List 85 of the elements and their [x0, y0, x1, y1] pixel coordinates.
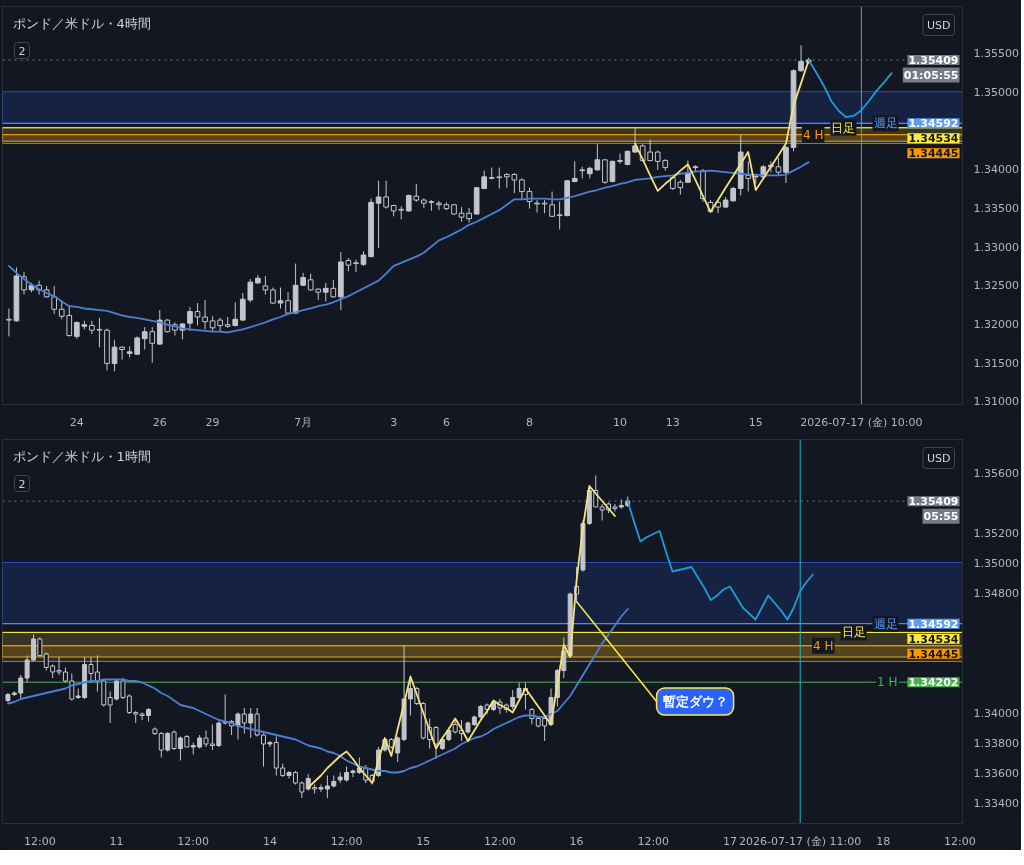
- annotation: 暫定ダウ？: [662, 694, 728, 709]
- y-tick-label: 1.32500: [973, 279, 1019, 293]
- x-tick-label: 15: [748, 415, 763, 429]
- x-tick-label: 11: [109, 834, 124, 848]
- x-tick-label: 26: [152, 415, 167, 429]
- annotation: USD: [927, 18, 951, 32]
- y-tick-label: 1.31000: [973, 395, 1019, 409]
- annotation: 1.34202: [908, 676, 959, 690]
- candlestick: [277, 287, 284, 309]
- text: ポンド／米ドル・1時間: [12, 448, 151, 464]
- x-tick-label: 12:00: [330, 834, 363, 848]
- y-tick-label: 1.33400: [973, 796, 1019, 810]
- line-series: [7, 608, 629, 774]
- ref-line-label: 日足: [831, 120, 856, 135]
- annotation: 1.34534: [908, 632, 959, 646]
- x-tick-label: 18: [876, 834, 891, 848]
- line-series: [307, 485, 616, 789]
- x-tick-label: 17: [722, 834, 737, 848]
- annotation: 05:55: [923, 509, 959, 523]
- x-tick-label: 6: [442, 415, 450, 429]
- x-tick-label: 12:00: [177, 834, 210, 848]
- candlestick: [617, 153, 623, 165]
- annotation: 01:05:55: [903, 68, 959, 82]
- candlestick: [262, 275, 269, 296]
- y-tick-label: 1.34000: [973, 163, 1019, 177]
- line-series: [634, 59, 810, 213]
- x-tick-label: 16: [569, 834, 584, 848]
- y-tick-label: 1.35000: [973, 556, 1019, 570]
- ref-line-label: 週足: [873, 116, 898, 131]
- candlestick: [526, 187, 533, 210]
- x-tick-label: 12:00: [484, 834, 516, 848]
- candlestick: [436, 200, 442, 211]
- y-tick-label: 1.31500: [973, 356, 1019, 370]
- x-tick-label: 8: [525, 415, 533, 429]
- annotation: 1.34445: [908, 647, 959, 661]
- candlestick: [187, 306, 193, 332]
- ref-line-label: 週足: [873, 616, 898, 631]
- x-tick-label: 24: [69, 415, 84, 429]
- y-tick-label: 1.35200: [973, 526, 1019, 540]
- annotation: 1.34592: [908, 617, 959, 631]
- y-tick-label: 1.32000: [973, 317, 1019, 331]
- annotation: 1.35409: [908, 54, 959, 68]
- x-tick-label: 3: [390, 415, 398, 429]
- candlestick: [353, 259, 359, 273]
- x-tick-label: 10: [612, 415, 627, 429]
- annotation: 1.34534: [908, 132, 959, 146]
- y-tick-label: 1.33600: [973, 766, 1019, 780]
- line-series: [8, 161, 810, 334]
- y-tick-label: 1.34800: [973, 586, 1019, 600]
- x-tick-label: 15: [416, 834, 431, 848]
- x-tick-label: 12:00: [24, 834, 56, 848]
- candlestick: [51, 285, 58, 315]
- y-tick-label: 1.33800: [973, 736, 1019, 750]
- y-tick-label: 1.35600: [973, 466, 1019, 480]
- y-tick-label: 1.34000: [973, 706, 1019, 720]
- candlestick: [534, 199, 540, 213]
- x-tick-label: 14: [262, 834, 277, 848]
- y-tick-label: 1.35000: [973, 85, 1019, 99]
- annotation: 2: [18, 44, 26, 58]
- candlestick: [194, 302, 201, 327]
- x-tick-label: 13: [665, 415, 680, 429]
- x-tick-label: 2026-07-17 (金) 11:00: [739, 834, 862, 848]
- x-tick-label: 12:00: [944, 834, 976, 848]
- x-tick-label: 12:00: [637, 834, 670, 848]
- annotation: USD: [927, 451, 951, 465]
- y-tick-label: 1.33000: [973, 240, 1019, 254]
- annotation: 2: [18, 477, 26, 491]
- annotation: 1.34445: [908, 147, 959, 161]
- annotation: 1.35409: [908, 495, 959, 509]
- line-series: [807, 59, 893, 119]
- x-tick-label: 29: [205, 415, 220, 429]
- candlestick: [798, 44, 804, 73]
- candlestick: [202, 299, 208, 330]
- ref-line-label: 1 H: [877, 675, 898, 690]
- line-series: [626, 500, 814, 621]
- y-tick-label: 1.33500: [973, 201, 1019, 215]
- ref-line-label: 4 H: [802, 127, 824, 142]
- ref-line-label: 4 H: [813, 638, 834, 653]
- text: ポンド／米ドル・4時間: [12, 15, 151, 31]
- y-tick-label: 1.35500: [973, 46, 1019, 60]
- candlestick: [549, 191, 555, 218]
- x-tick-label: 2026-07-17 (金) 10:00: [800, 415, 923, 429]
- annotation: 1.34592: [908, 117, 959, 131]
- ref-line-label: 日足: [841, 625, 866, 640]
- x-tick-label: 7月: [294, 415, 313, 429]
